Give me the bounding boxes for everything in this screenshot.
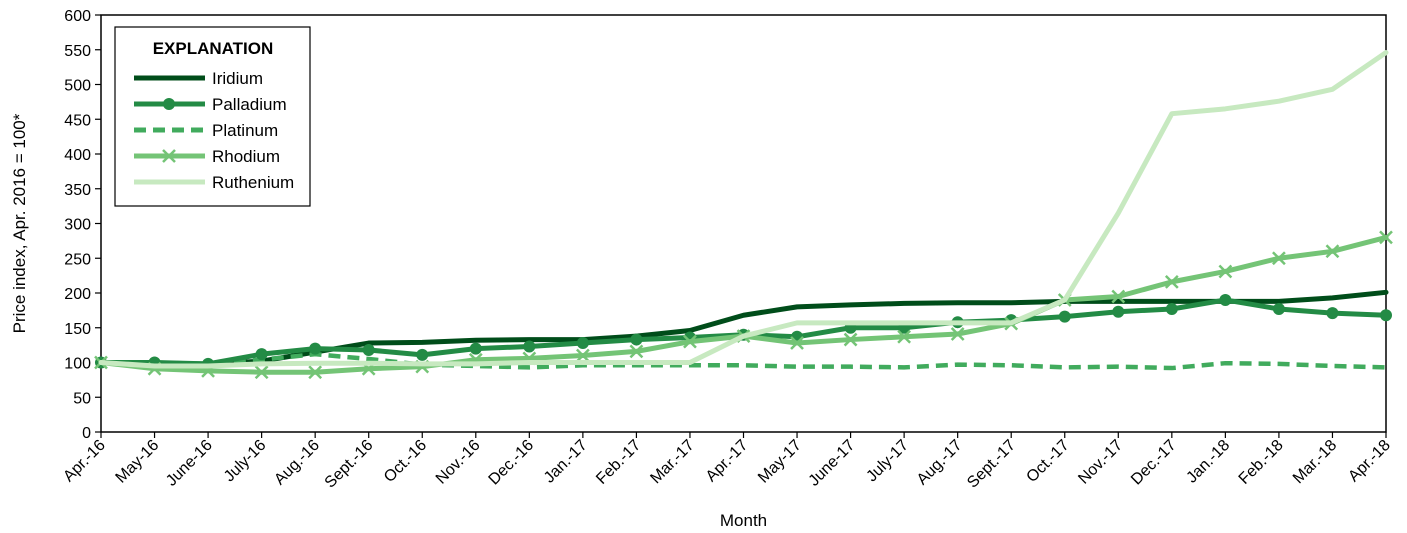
palladium-point bbox=[1380, 309, 1392, 322]
palladium-point bbox=[1326, 307, 1339, 320]
y-tick-label: 400 bbox=[64, 147, 91, 164]
rhodium-point bbox=[683, 334, 697, 349]
x-tick-label: Nov.-17 bbox=[1075, 437, 1126, 488]
x-tick-label: Sept.-16 bbox=[322, 437, 377, 492]
legend-item-palladium: Palladium bbox=[134, 95, 287, 114]
palladium-point bbox=[1165, 302, 1178, 315]
x-tick-label: Apr.-18 bbox=[1345, 437, 1394, 486]
rhodium-point bbox=[1272, 251, 1286, 266]
series-lines bbox=[94, 50, 1393, 380]
palladium-point bbox=[255, 348, 268, 361]
legend-item-rhodium: Rhodium bbox=[134, 147, 280, 166]
y-tick-label: 200 bbox=[64, 286, 91, 303]
legend-box bbox=[114, 26, 311, 207]
legend-label: Platinum bbox=[212, 121, 278, 140]
legend-title: EXPLANATION bbox=[153, 39, 274, 58]
x-tick-label: May-16 bbox=[113, 437, 163, 487]
palladium-point bbox=[630, 333, 643, 346]
y-tick-label: 550 bbox=[64, 43, 91, 60]
rhodium-point bbox=[1218, 264, 1233, 279]
legend-label: Rhodium bbox=[212, 147, 280, 166]
rhodium-point bbox=[1164, 274, 1179, 289]
x-tick-label: Apr.-16 bbox=[60, 437, 109, 486]
rhodium-point bbox=[1325, 244, 1340, 259]
rhodium-point bbox=[950, 327, 965, 341]
rhodium-point bbox=[897, 329, 912, 344]
x-tick-label: Sept.-17 bbox=[964, 437, 1019, 492]
y-tick-label: 450 bbox=[64, 112, 91, 129]
x-tick-label: Dec.-16 bbox=[486, 437, 538, 489]
y-axis-label: Price index, Apr. 2016 = 100* bbox=[10, 113, 29, 333]
palladium-point bbox=[1058, 310, 1071, 323]
y-tick-label: 50 bbox=[73, 390, 91, 407]
legend-label: Ruthenium bbox=[212, 173, 294, 192]
x-tick-label: Nov.-16 bbox=[433, 437, 484, 488]
x-tick-label: Aug.-16 bbox=[271, 437, 323, 489]
x-tick-label: Oct.-17 bbox=[1023, 437, 1072, 486]
x-tick-label: Jan.-17 bbox=[541, 437, 591, 487]
y-tick-label: 250 bbox=[64, 251, 91, 268]
x-tick-label: Aug.-17 bbox=[914, 437, 966, 489]
rhodium-point bbox=[629, 344, 644, 359]
palladium-point bbox=[1219, 293, 1232, 306]
x-tick-label: July-17 bbox=[863, 437, 912, 486]
x-tick-label: Apr.-17 bbox=[703, 437, 752, 486]
x-tick-label: June-17 bbox=[806, 437, 859, 490]
series-ruthenium bbox=[98, 50, 1389, 369]
palladium-point bbox=[576, 337, 589, 350]
y-tick-label: 300 bbox=[64, 217, 91, 234]
x-tick-label: Jan.-18 bbox=[1183, 437, 1233, 487]
x-tick-label: June-16 bbox=[163, 437, 216, 490]
legend-marker bbox=[163, 98, 175, 110]
rhodium-point bbox=[575, 348, 590, 363]
palladium-point bbox=[1112, 305, 1125, 318]
x-tick-label: Mar.-17 bbox=[647, 437, 697, 487]
x-tick-label: Mar.-18 bbox=[1290, 437, 1340, 487]
palladium-point bbox=[469, 342, 482, 355]
legend-item-platinum: Platinum bbox=[134, 121, 278, 140]
palladium-point bbox=[1272, 302, 1285, 315]
y-tick-label: 0 bbox=[82, 425, 91, 442]
rhodium-point bbox=[790, 336, 804, 350]
rhodium-point bbox=[308, 365, 323, 380]
y-tick-label: 600 bbox=[64, 8, 91, 25]
x-axis-label: Month bbox=[720, 511, 767, 530]
rhodium-point bbox=[843, 332, 858, 347]
y-tick-label: 150 bbox=[64, 321, 91, 338]
x-tick-label: Oct.-16 bbox=[381, 437, 430, 486]
x-tick-label: Feb.-18 bbox=[1236, 437, 1287, 488]
legend-marker bbox=[162, 149, 176, 163]
ruthenium-line bbox=[98, 50, 1389, 369]
rhodium-point bbox=[1111, 289, 1126, 304]
palladium-point bbox=[362, 343, 375, 356]
x-tick-label: May-17 bbox=[755, 437, 805, 487]
y-tick-label: 500 bbox=[64, 78, 91, 95]
palladium-point bbox=[416, 348, 429, 361]
y-tick-label: 350 bbox=[64, 182, 91, 199]
legend-item-ruthenium: Ruthenium bbox=[134, 173, 294, 192]
palladium-point bbox=[309, 342, 322, 355]
legend-item-iridium: Iridium bbox=[134, 69, 263, 88]
x-tick-label: Dec.-17 bbox=[1128, 437, 1180, 489]
y-tick-label: 100 bbox=[64, 356, 91, 373]
legend-label: Palladium bbox=[212, 95, 287, 114]
rhodium-point bbox=[1379, 230, 1393, 245]
rhodium-point bbox=[254, 365, 269, 380]
legend: EXPLANATION Iridium Palladium Platinum Rhod… bbox=[114, 26, 311, 207]
x-tick-label: July-16 bbox=[221, 437, 270, 486]
palladium-point bbox=[523, 340, 536, 353]
legend-label: Iridium bbox=[212, 69, 263, 88]
x-tick-label: Feb.-17 bbox=[593, 437, 644, 488]
